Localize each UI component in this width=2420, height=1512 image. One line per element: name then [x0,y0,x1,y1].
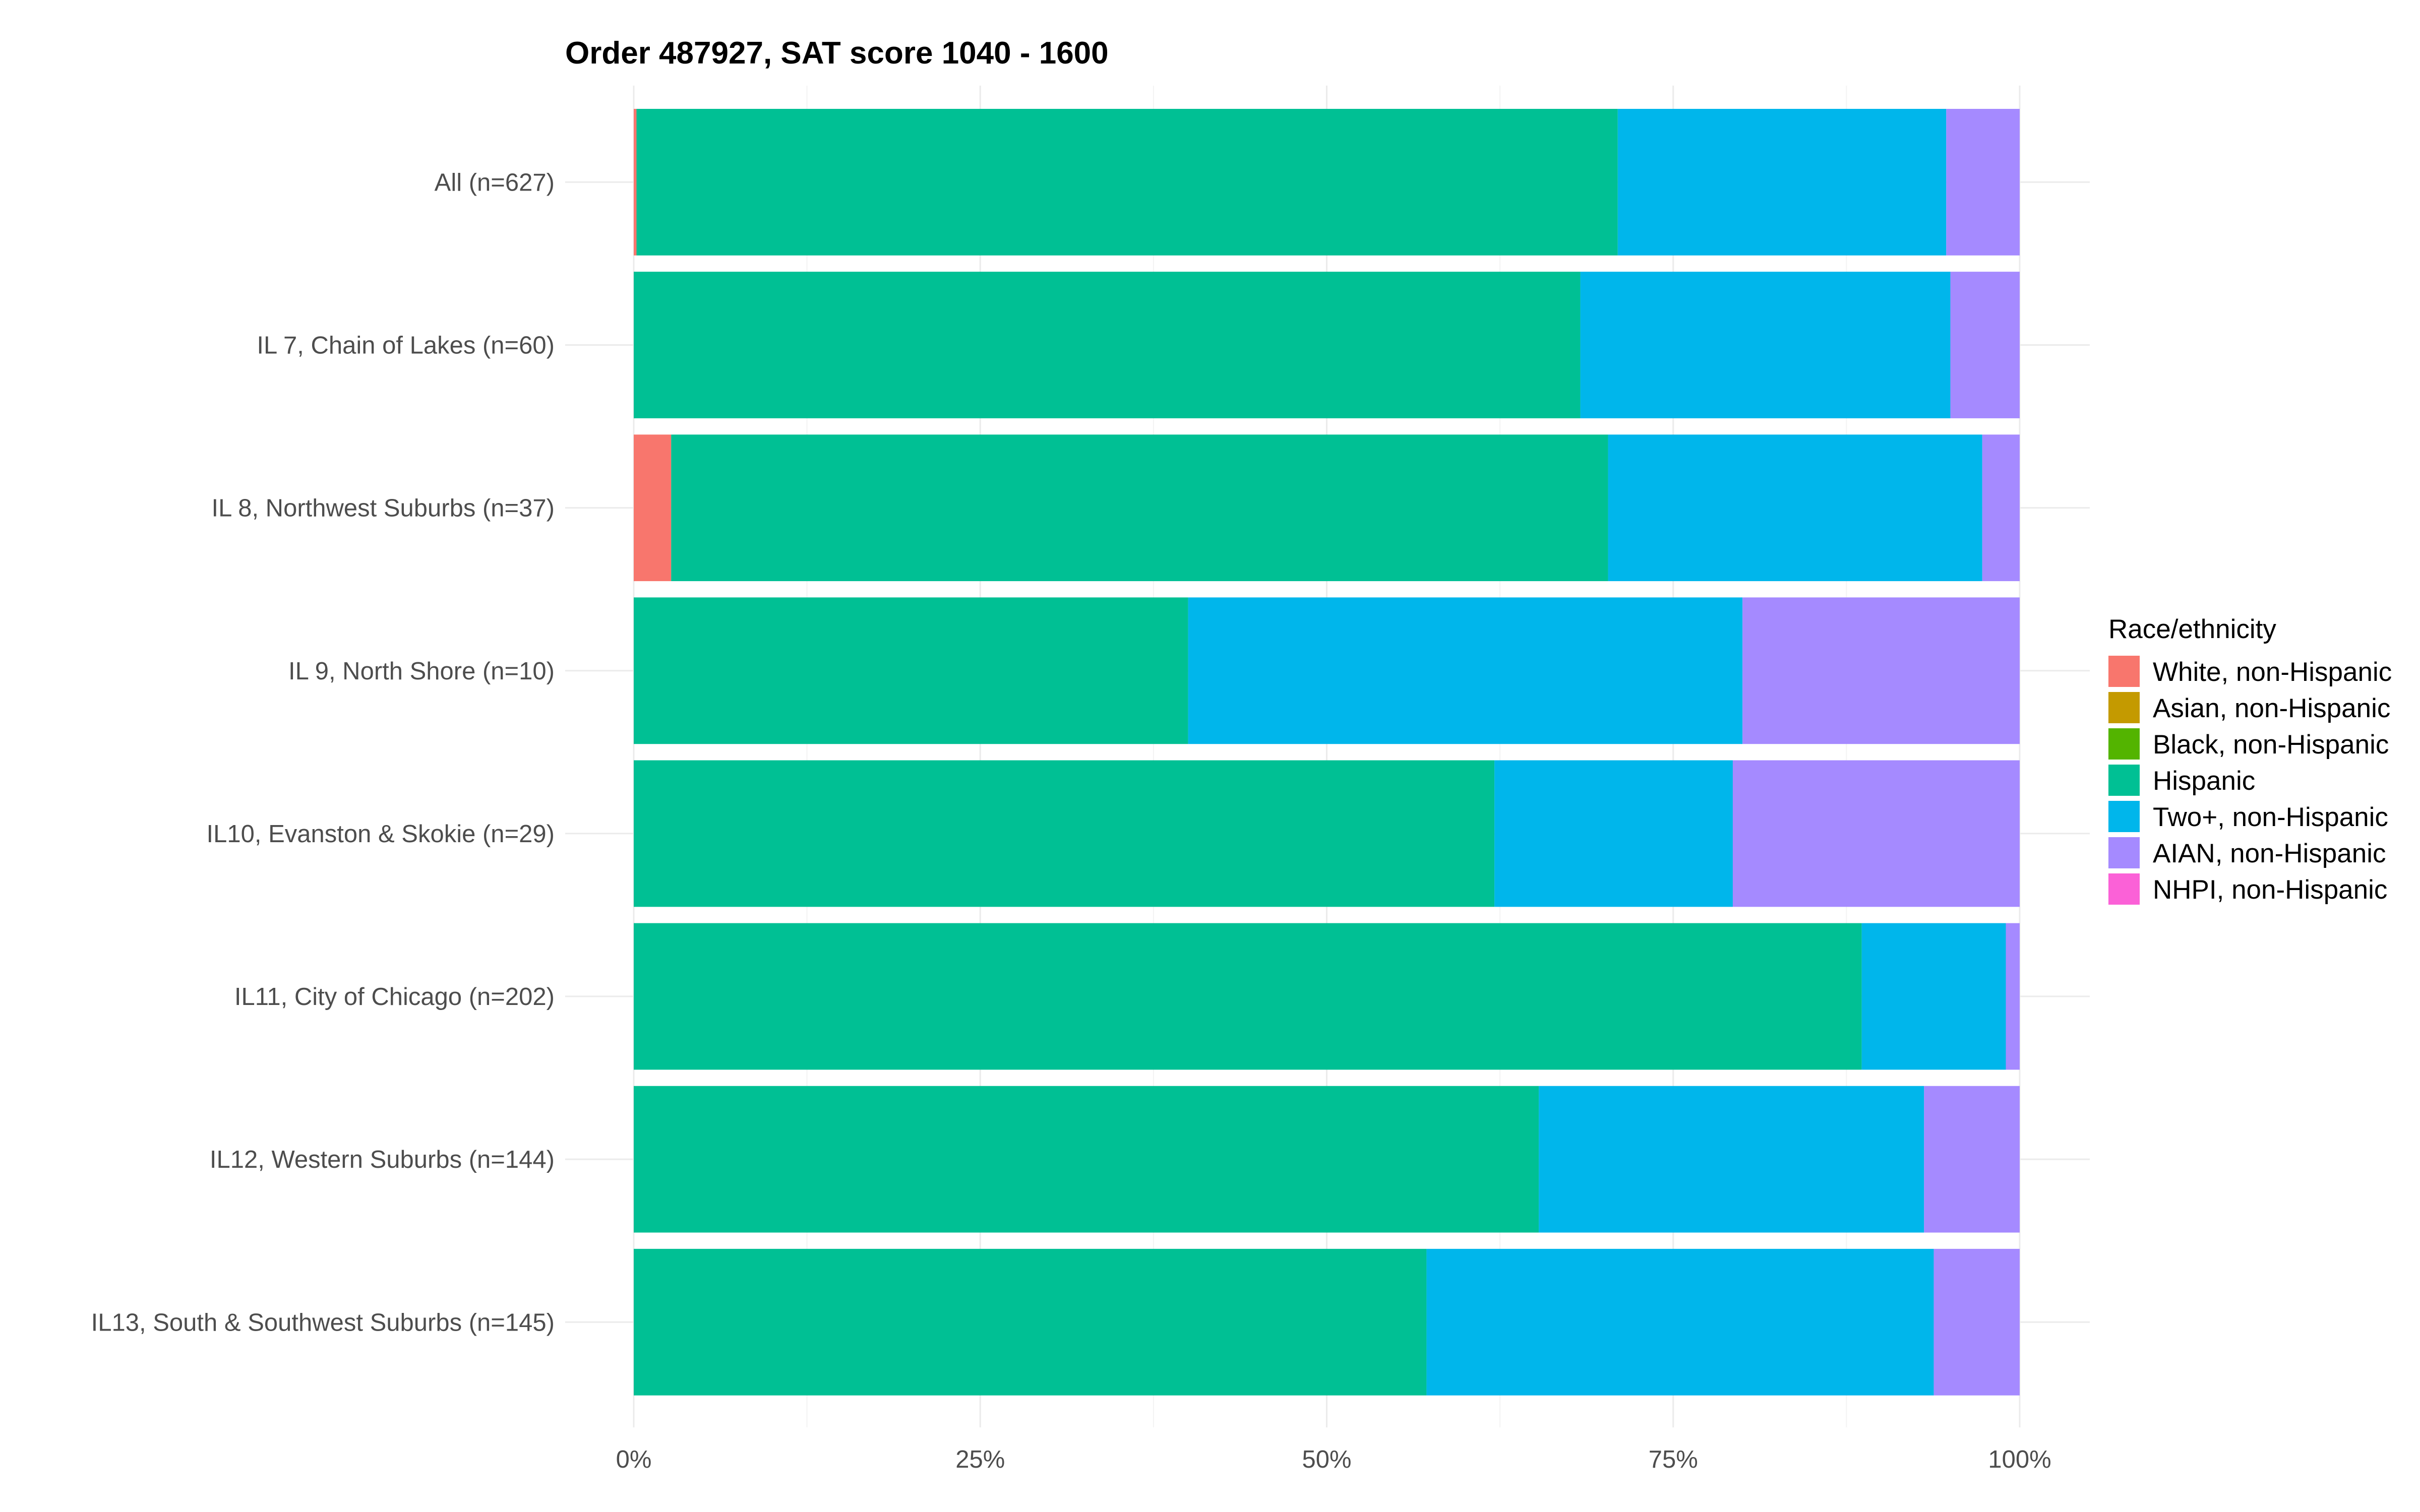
bar-segment [634,1248,1427,1396]
legend-label: Two+, non-Hispanic [2153,802,2388,832]
bar-segment [1617,109,1947,256]
bar-segment [1732,760,2020,907]
category-label: IL11, City of Chicago (n=202) [234,983,555,1011]
bar-segment [1946,109,2020,256]
bar-segment [1982,434,2020,582]
x-tick-label: 100% [1988,1446,2051,1473]
legend-key [2108,692,2140,723]
bar-segment [636,109,1618,256]
legend-label: Hispanic [2153,766,2255,796]
bar-segment [634,1086,1539,1233]
legend-key [2108,873,2140,905]
category-label: All (n=627) [435,169,555,196]
bar-segment [2006,923,2020,1070]
legend-label: White, non-Hispanic [2153,657,2392,687]
bar-segment [1742,597,2020,744]
legend-label: Black, non-Hispanic [2153,730,2389,760]
x-tick-label: 50% [1302,1446,1351,1473]
category-label: IL 8, Northwest Suburbs (n=37) [212,495,555,522]
legend-label: NHPI, non-Hispanic [2153,875,2387,905]
bar-segment [1608,434,1982,582]
category-label: IL13, South & Southwest Suburbs (n=145) [91,1309,555,1336]
bar-segment [1539,1086,1924,1233]
bar-segment [634,109,637,256]
legend-label: AIAN, non-Hispanic [2153,839,2386,868]
category-label: IL 9, North Shore (n=10) [288,658,555,685]
legend-key [2108,656,2140,687]
bar-segment [1188,597,1743,744]
legend-key [2108,728,2140,760]
y-axis-labels: All (n=627) IL 7, Chain of Lakes (n=60) IL… [91,169,555,1336]
x-tick-label: 0% [616,1446,652,1473]
legend-key [2108,765,2140,796]
bar-segment [634,597,1188,744]
x-axis-ticks: 0% 25% 50% 75% 100% [616,1446,2051,1473]
bar-segment [1933,1248,2020,1396]
legend-key [2108,801,2140,832]
legend-label: Asian, non-Hispanic [2153,694,2390,723]
bar-segment [1426,1248,1934,1396]
bar-segment [1580,272,1951,418]
bar-segment [1950,272,2020,418]
bar-segment [634,272,1581,418]
bar-segment [634,923,1862,1070]
bar-segment [1861,923,2006,1070]
legend-title: Race/ethnicity [2108,614,2276,644]
bar-segment [671,434,1608,582]
bar-segment [634,434,672,582]
legend-key [2108,837,2140,868]
legend: Race/ethnicity White, non-Hispanic Asian,… [2108,614,2392,905]
bar-segment [634,760,1495,907]
category-label: IL10, Evanston & Skokie (n=29) [207,821,555,848]
x-tick-label: 25% [955,1446,1005,1473]
category-label: IL 7, Chain of Lakes (n=60) [257,332,555,359]
bars [634,109,2020,1396]
x-tick-label: 75% [1649,1446,1698,1473]
chart-title: Order 487927, SAT score 1040 - 1600 [565,36,1109,71]
bar-segment [1494,760,1733,907]
category-label: IL12, Western Suburbs (n=144) [210,1146,555,1173]
bar-segment [1924,1086,2020,1233]
